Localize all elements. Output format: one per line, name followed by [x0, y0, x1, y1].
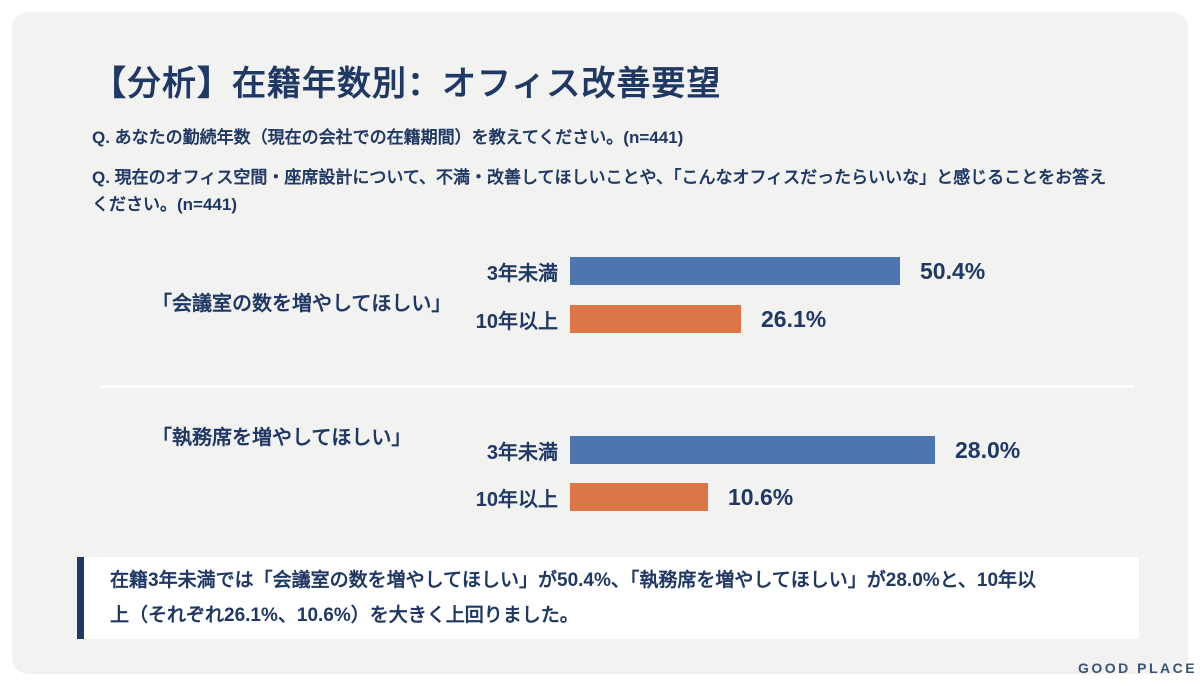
summary-accent-bar	[77, 557, 84, 639]
value-label: 26.1%	[761, 305, 827, 332]
category-label: 10年以上	[475, 488, 558, 511]
survey-questions: Q. あなたの勤続年数（現在の会社での在籍期間）を教えてください。(n=441)…	[92, 124, 1106, 218]
bar-orange	[570, 305, 741, 333]
category-label: 3年未満	[486, 441, 558, 464]
bar-row-group1-under3yrs: 3年未満 50.4%	[92, 257, 985, 285]
category-label: 10年以上	[475, 310, 558, 333]
summary-callout: 在籍3年未満では「会議室の数を増やしてほしい」が50.4%、「執務席を増やしてほ…	[77, 557, 1139, 639]
question-2-line-2: ください。(n=441)	[92, 195, 237, 214]
summary-line-1: 在籍3年未満では「会議室の数を増やしてほしい」が50.4%、「執務席を増やしてほ…	[110, 570, 1037, 591]
bar-row-group1-over10yrs: 10年以上 26.1%	[92, 305, 826, 333]
bar-blue	[570, 257, 900, 285]
bar-blue	[570, 436, 935, 464]
question-1: Q. あなたの勤続年数（現在の会社での在籍期間）を教えてください。(n=441)	[92, 128, 684, 147]
slide-card: 【分析】在籍年数別：オフィス改善要望 Q. あなたの勤続年数（現在の会社での在籍…	[12, 12, 1195, 676]
section-divider	[100, 385, 1134, 388]
page-title: 【分析】在籍年数別：オフィス改善要望	[92, 65, 722, 103]
summary-text: 在籍3年未満では「会議室の数を増やしてほしい」が50.4%、「執務席を増やしてほ…	[77, 563, 1056, 633]
category-label: 3年未満	[486, 262, 558, 285]
bar-orange	[570, 483, 708, 511]
bar-row-group2-under3yrs: 3年未満 28.0%	[92, 436, 1020, 464]
summary-line-2: 上（それぞれ26.1%、10.6%）を大きく上回りました。	[110, 605, 579, 626]
good-place-logo: GOOD PLACE	[1078, 660, 1198, 676]
value-label: 10.6%	[728, 483, 794, 510]
group-1-label: 「会議室の数を増やしてほしい」	[152, 293, 452, 315]
question-gap	[92, 151, 1106, 164]
question-2-line-1: Q. 現在のオフィス空間・座席設計について、不満・改善してほしいことや、「こんな…	[92, 168, 1107, 187]
group-2-label: 「執務席を増やしてほしい」	[152, 427, 412, 449]
value-label: 50.4%	[920, 257, 986, 284]
bar-row-group2-over10yrs: 10年以上 10.6%	[92, 483, 793, 511]
value-label: 28.0%	[955, 436, 1021, 463]
